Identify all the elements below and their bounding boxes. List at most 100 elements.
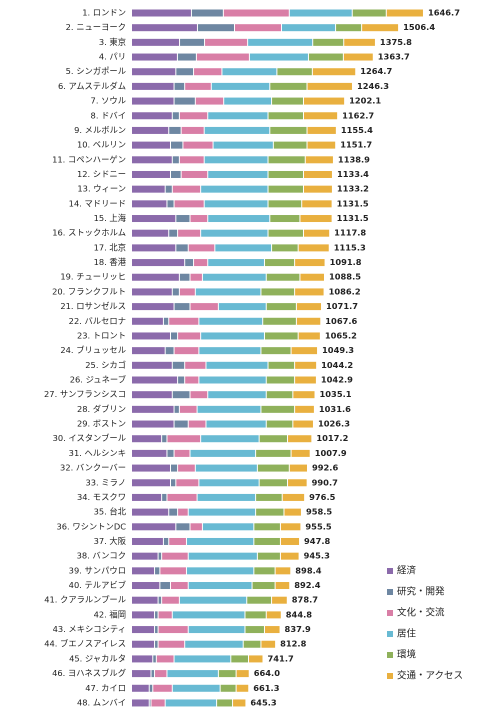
bar-segment — [156, 655, 174, 663]
bar-segment — [155, 626, 158, 634]
bar-segment — [303, 229, 330, 237]
bar-segment — [132, 97, 174, 105]
bar-segment — [208, 112, 268, 120]
bar-segment — [194, 259, 208, 267]
total-label: 947.8 — [304, 536, 330, 546]
bar-segment — [233, 699, 246, 707]
category-label: 12. シドニー — [77, 169, 126, 179]
total-label: 955.5 — [305, 521, 331, 531]
legend-swatch — [387, 652, 393, 658]
bar-segment — [158, 640, 185, 648]
bar-segment — [254, 567, 275, 575]
bar-segment — [254, 523, 280, 531]
total-label: 837.9 — [285, 624, 311, 634]
bar-segment — [188, 244, 215, 252]
bar-segment — [174, 82, 185, 90]
bar-segment — [132, 185, 165, 193]
bar-segment — [132, 655, 153, 663]
bar-segment — [303, 170, 332, 178]
bar-segment — [172, 361, 185, 369]
bar-segment — [195, 288, 261, 296]
bar-segment — [307, 82, 352, 90]
category-label: 18. 香港 — [94, 257, 127, 267]
bar-segment — [158, 611, 172, 619]
bar-segment — [295, 288, 324, 296]
category-label: 5. シンガポール — [66, 66, 126, 76]
bar-segment — [132, 9, 191, 17]
bar-segment — [245, 626, 264, 634]
bar-segment — [132, 699, 149, 707]
bar-segment — [179, 112, 208, 120]
bar-segment — [213, 141, 273, 149]
bar-segment — [362, 24, 399, 32]
bar-segment — [132, 229, 169, 237]
bar-segment — [172, 391, 190, 399]
bar-segment — [190, 391, 208, 399]
bar-segment — [185, 361, 206, 369]
bar-segment — [176, 68, 194, 76]
bar-segment — [162, 493, 167, 501]
bar-segment — [191, 9, 223, 17]
bar-segment — [174, 200, 204, 208]
total-label: 958.5 — [306, 507, 332, 517]
total-label: 1375.8 — [380, 37, 412, 47]
category-label: 44. ブエノスアイレス — [44, 639, 126, 649]
bar-segment — [132, 126, 169, 134]
total-label: 1007.9 — [315, 448, 347, 458]
bar-segment — [158, 596, 162, 604]
category-label: 45. ジャカルタ — [69, 653, 126, 663]
category-label: 21. ロサンゼルス — [60, 301, 126, 311]
bar-segment — [132, 361, 172, 369]
bar-segment — [208, 170, 268, 178]
bar-segment — [132, 141, 171, 149]
bar-segment — [202, 273, 266, 281]
bar-segment — [172, 156, 179, 164]
bar-segment — [256, 508, 284, 516]
bar-segment — [190, 215, 208, 223]
bar-segment — [272, 596, 287, 604]
bar-segment — [153, 684, 172, 692]
total-label: 945.3 — [304, 551, 330, 561]
bar-segment — [336, 24, 362, 32]
bar-segment — [174, 347, 199, 355]
total-label: 976.5 — [309, 492, 335, 502]
bar-segment — [201, 332, 264, 340]
bar-segment — [158, 626, 188, 634]
bar-segment — [295, 259, 325, 267]
bar-segment — [179, 288, 195, 296]
category-label: 40. テルアビブ — [69, 580, 127, 590]
total-label: 1088.5 — [329, 272, 361, 282]
bar-segment — [208, 259, 264, 267]
bar-segment — [172, 684, 220, 692]
total-label: 990.7 — [312, 477, 338, 487]
bar-segment — [132, 508, 169, 516]
bar-segment — [275, 582, 290, 590]
total-label: 1162.7 — [342, 110, 374, 120]
bar-segment — [153, 655, 156, 663]
category-label: 11. コペンハーゲン — [52, 154, 126, 164]
bar-segment — [180, 38, 205, 46]
bar-segment — [296, 303, 322, 311]
bar-segment — [188, 552, 257, 560]
bar-segment — [296, 317, 321, 325]
bar-segment — [178, 229, 201, 237]
bar-segment — [167, 435, 201, 443]
bar-segment — [256, 449, 291, 457]
legend-label: 居住 — [397, 628, 417, 640]
bar-segment — [167, 200, 174, 208]
total-label: 1264.7 — [360, 66, 392, 76]
bar-segment — [132, 156, 172, 164]
bar-segment — [176, 244, 188, 252]
bar-segment — [264, 626, 280, 634]
bar-segment — [188, 508, 256, 516]
bar-segment — [266, 303, 296, 311]
category-label: 39. サンパウロ — [69, 565, 126, 575]
bar-segment — [132, 640, 155, 648]
bar-segment — [179, 273, 190, 281]
bar-segment — [268, 361, 295, 369]
bar-segment — [132, 259, 185, 267]
bar-segment — [185, 259, 194, 267]
total-label: 1026.3 — [318, 419, 350, 429]
bar-segment — [186, 537, 254, 545]
